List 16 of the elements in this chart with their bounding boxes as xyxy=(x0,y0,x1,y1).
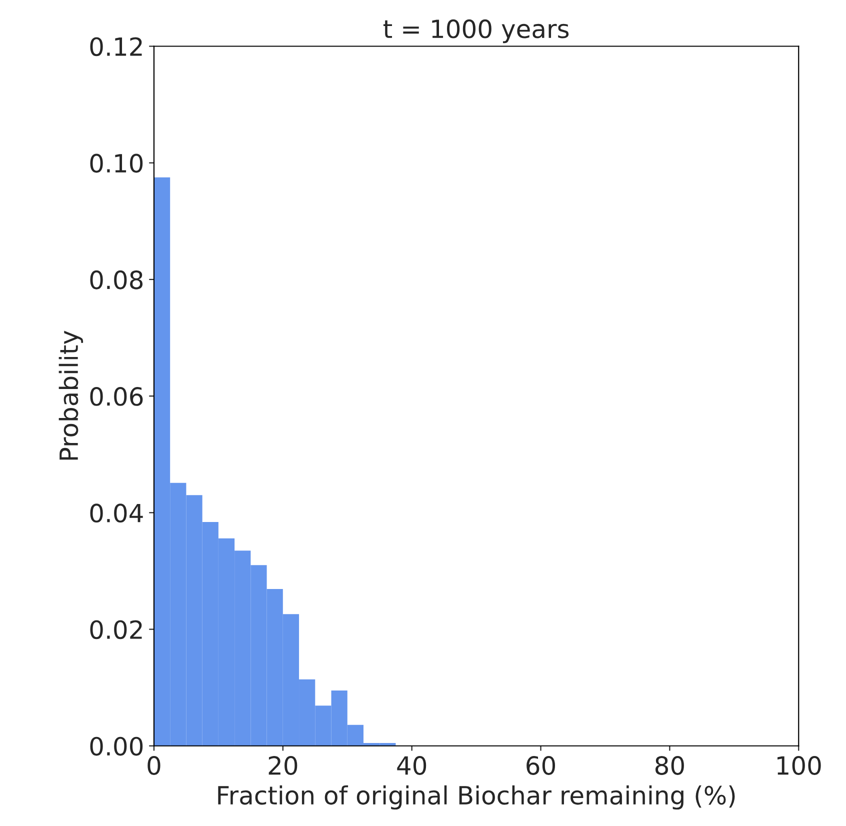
x-axis-title: Fraction of original Biochar remaining (%) xyxy=(218,785,735,810)
y-tick-label: 0.10 xyxy=(90,154,143,173)
chart-title: t = 1000 years xyxy=(383,19,569,44)
x-tick-label: 0 xyxy=(148,756,160,775)
y-axis-title: Probability xyxy=(58,330,84,460)
y-tick-label: 0.00 xyxy=(90,736,143,756)
x-tick-label: 100 xyxy=(778,756,821,775)
x-tick-label: 40 xyxy=(397,756,426,775)
x-tick-label: 20 xyxy=(268,756,298,775)
y-tick-label: 0.04 xyxy=(90,504,143,523)
x-tick-label: 60 xyxy=(526,756,556,775)
y-tick-label: 0.08 xyxy=(90,270,143,290)
y-tick-label: 0.12 xyxy=(90,37,142,56)
y-tick-label: 0.02 xyxy=(90,620,142,640)
y-tick-label: 0.06 xyxy=(90,387,143,406)
x-tick-label: 80 xyxy=(655,756,684,775)
